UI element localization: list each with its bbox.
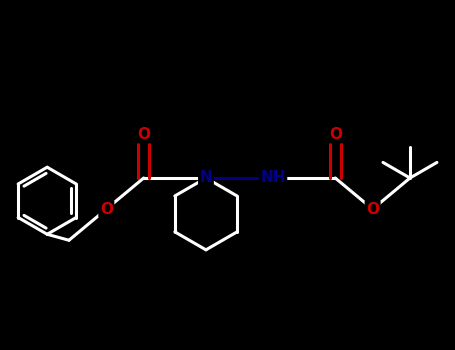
Text: O: O: [329, 127, 342, 142]
Text: N: N: [200, 170, 212, 186]
Text: O: O: [100, 202, 113, 217]
Text: NH: NH: [260, 170, 286, 186]
Text: O: O: [366, 202, 379, 217]
Text: O: O: [137, 127, 150, 142]
